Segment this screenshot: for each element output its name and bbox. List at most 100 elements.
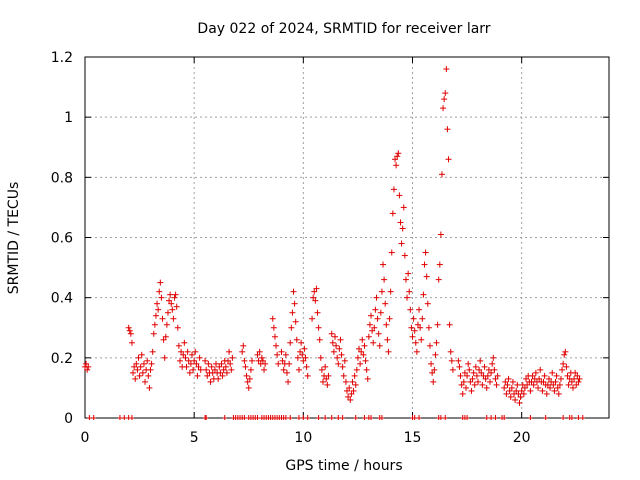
- data-point: [560, 360, 567, 367]
- data-point: [218, 360, 225, 367]
- data-point: [175, 342, 182, 349]
- data-point: [155, 306, 162, 313]
- data-point: [382, 300, 389, 307]
- data-point: [300, 357, 307, 364]
- data-point: [448, 357, 455, 364]
- data-point: [330, 348, 337, 355]
- data-point: [430, 378, 437, 385]
- data-point: [381, 276, 388, 283]
- data-point: [195, 363, 202, 370]
- data-point: [464, 372, 471, 379]
- data-point: [371, 324, 378, 331]
- data-point: [517, 393, 524, 400]
- data-point: [127, 330, 134, 337]
- baseline-marker: [493, 415, 498, 420]
- baseline-marker: [122, 415, 127, 420]
- data-point: [461, 369, 468, 376]
- data-point: [515, 390, 522, 397]
- data-point: [312, 297, 319, 304]
- data-point: [85, 363, 92, 370]
- data-point: [310, 294, 317, 301]
- y-tick-label: 0.2: [51, 351, 73, 367]
- data-point: [394, 153, 401, 160]
- data-point: [424, 300, 431, 307]
- data-point: [569, 384, 576, 391]
- data-point: [523, 375, 530, 382]
- data-point: [483, 384, 490, 391]
- data-point: [551, 387, 558, 394]
- data-point: [473, 372, 480, 379]
- data-point: [128, 339, 135, 346]
- data-point: [512, 396, 519, 403]
- data-point: [549, 369, 556, 376]
- data-point: [319, 378, 326, 385]
- x-tick-label: 15: [404, 430, 422, 446]
- data-point: [139, 369, 146, 376]
- data-point: [302, 354, 309, 361]
- data-point: [166, 297, 173, 304]
- data-point: [421, 261, 428, 268]
- data-point: [84, 366, 91, 373]
- data-point: [404, 294, 411, 301]
- baseline-marker: [353, 415, 358, 420]
- data-point: [185, 357, 192, 364]
- data-point: [438, 171, 445, 178]
- data-point: [485, 366, 492, 373]
- y-tick-label: 1.2: [51, 50, 73, 66]
- data-point: [353, 366, 360, 373]
- data-point: [372, 306, 379, 313]
- x-tick-label: 10: [294, 430, 312, 446]
- data-point: [223, 369, 230, 376]
- data-point: [553, 372, 560, 379]
- data-point: [363, 366, 370, 373]
- data-point: [176, 357, 183, 364]
- baseline-marker: [412, 415, 417, 420]
- data-point: [186, 369, 193, 376]
- baseline-marker: [305, 415, 310, 420]
- data-point: [135, 354, 142, 361]
- data-point: [304, 372, 311, 379]
- data-point: [216, 363, 223, 370]
- data-point: [574, 372, 581, 379]
- baseline-marker: [569, 415, 574, 420]
- data-point: [190, 366, 197, 373]
- y-tick-label: 0.6: [51, 231, 73, 247]
- data-point: [555, 390, 562, 397]
- data-point: [346, 384, 353, 391]
- data-point: [393, 162, 400, 169]
- data-point: [502, 378, 509, 385]
- data-point: [243, 372, 250, 379]
- data-point: [467, 378, 474, 385]
- data-point: [476, 366, 483, 373]
- data-point: [154, 300, 161, 307]
- x-tick-label: 5: [190, 430, 199, 446]
- data-point: [290, 288, 297, 295]
- data-point: [395, 150, 402, 157]
- data-point: [273, 342, 280, 349]
- data-point: [489, 360, 496, 367]
- data-point: [134, 366, 141, 373]
- baseline-marker: [379, 415, 384, 420]
- data-point: [315, 324, 322, 331]
- data-point: [386, 315, 393, 322]
- data-point: [142, 378, 149, 385]
- data-point: [388, 249, 395, 256]
- data-point: [475, 378, 481, 385]
- data-point: [309, 315, 316, 322]
- data-point: [544, 381, 551, 388]
- data-point: [501, 384, 508, 391]
- data-point: [503, 390, 510, 397]
- y-tick-label: 1: [64, 110, 73, 126]
- data-point: [286, 360, 293, 367]
- data-point: [462, 384, 469, 391]
- data-point: [428, 360, 435, 367]
- data-point: [410, 315, 417, 322]
- data-point: [407, 306, 414, 313]
- data-point: [314, 309, 321, 316]
- data-point: [506, 387, 513, 394]
- data-point: [491, 366, 498, 373]
- data-point: [375, 330, 382, 337]
- data-point: [493, 381, 500, 388]
- data-point: [342, 378, 349, 385]
